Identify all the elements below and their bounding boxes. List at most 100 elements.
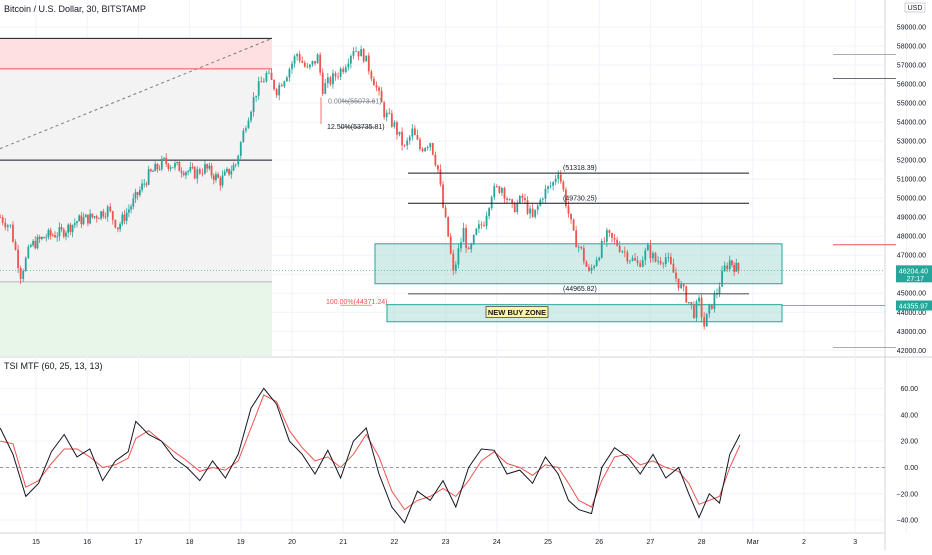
time-tick-label: 3 <box>853 539 857 546</box>
stop-zone-rect <box>0 38 272 69</box>
candle-body <box>43 237 45 239</box>
candle-body <box>4 222 7 228</box>
candle-body <box>0 217 2 218</box>
candle-body <box>621 251 624 253</box>
candle-body <box>132 198 135 207</box>
candle-body <box>71 224 74 232</box>
candle-body <box>280 85 283 87</box>
time-tick-label: 26 <box>595 539 603 546</box>
tsi-signal-line <box>0 394 741 511</box>
candle-body <box>171 167 174 169</box>
candle-body <box>311 60 314 65</box>
price-tick-label: 53000.00 <box>897 139 926 146</box>
candle-body <box>180 171 183 174</box>
candle-body <box>654 253 657 262</box>
dashed-trend-line <box>0 37 273 150</box>
candle-body <box>600 240 603 258</box>
candle-body <box>667 256 670 258</box>
candle-body <box>644 250 647 261</box>
candle-body <box>62 229 65 237</box>
candle-body <box>373 78 375 86</box>
candle-body <box>419 139 421 150</box>
time-tick-label: 24 <box>493 539 501 546</box>
price-tick-label: 43000.00 <box>897 329 926 336</box>
fib-label-125: 12.50%(53735.81) <box>327 124 385 131</box>
candle-body <box>708 304 711 314</box>
candle-body <box>226 168 228 172</box>
time-tick-label: Mar <box>747 539 760 546</box>
price-tick-label: 47000.00 <box>897 253 926 260</box>
candle-body <box>230 170 233 175</box>
candle-body <box>196 169 199 179</box>
candle-body <box>143 183 146 185</box>
candle-body <box>309 64 311 68</box>
candle-body <box>298 54 301 61</box>
candle-body <box>93 216 96 218</box>
candle-body <box>40 237 43 239</box>
candle-body <box>367 55 370 72</box>
time-tick-label: 19 <box>237 539 245 546</box>
candle-body <box>187 171 190 173</box>
time-tick-label: 18 <box>186 539 194 546</box>
candle-body <box>198 169 201 174</box>
candle-body <box>506 198 508 200</box>
candle-body <box>693 304 695 318</box>
candle-body <box>408 136 411 141</box>
candle-body <box>49 230 52 236</box>
candle-body <box>114 219 117 228</box>
candle-body <box>89 213 92 224</box>
price-tick-label: 49000.00 <box>897 215 926 222</box>
price-tick-label: 45000.00 <box>897 291 926 298</box>
candle-body <box>185 172 187 176</box>
price-tick-label: 50000.00 <box>897 196 926 203</box>
candle-body <box>685 286 688 303</box>
candle-body <box>396 122 398 135</box>
candle-body <box>669 256 672 264</box>
candle-body <box>245 128 247 131</box>
candle-body <box>121 214 124 224</box>
candle-body <box>24 257 27 271</box>
candle-body <box>710 304 713 309</box>
price-tick-label: 54000.00 <box>897 120 926 127</box>
candle-body <box>344 67 347 72</box>
candle-body <box>547 186 549 189</box>
candle-body <box>247 120 250 129</box>
chart-title: Bitcoin / U.S. Dollar, 30, BITSTAMP <box>4 4 146 14</box>
currency-label: USD <box>904 2 926 13</box>
candle-body <box>104 216 107 218</box>
candle-body <box>319 54 322 73</box>
candle-body <box>342 68 345 72</box>
candle-body <box>167 163 170 169</box>
candle-body <box>329 77 332 85</box>
candle-body <box>570 213 572 220</box>
candle-body <box>388 112 391 114</box>
candle-body <box>324 83 327 94</box>
candle-body <box>265 72 268 82</box>
buy-zone-label-bg <box>485 306 549 318</box>
candle-body <box>503 188 506 199</box>
candle-body <box>483 225 485 226</box>
candle-body <box>119 223 122 230</box>
current-price-value: 46204.40 <box>899 268 928 275</box>
candle-body <box>454 264 457 271</box>
candle-body <box>695 301 698 318</box>
candle-body <box>234 164 237 166</box>
candle-body <box>439 169 442 185</box>
currency-label-box <box>904 2 926 13</box>
candle-body <box>424 148 427 152</box>
candle-body <box>268 72 270 74</box>
candle-body <box>165 157 168 164</box>
level-label-51318: (51318.39) <box>563 165 597 172</box>
candle-body <box>541 198 544 200</box>
price-tick-label: 51000.00 <box>897 177 926 184</box>
candle-body <box>22 270 25 279</box>
candle-body <box>219 177 222 186</box>
levels-layer <box>0 54 896 348</box>
candle-body <box>201 173 204 175</box>
candle-body <box>616 239 619 246</box>
candle-body <box>618 245 621 252</box>
candle-body <box>659 260 662 264</box>
